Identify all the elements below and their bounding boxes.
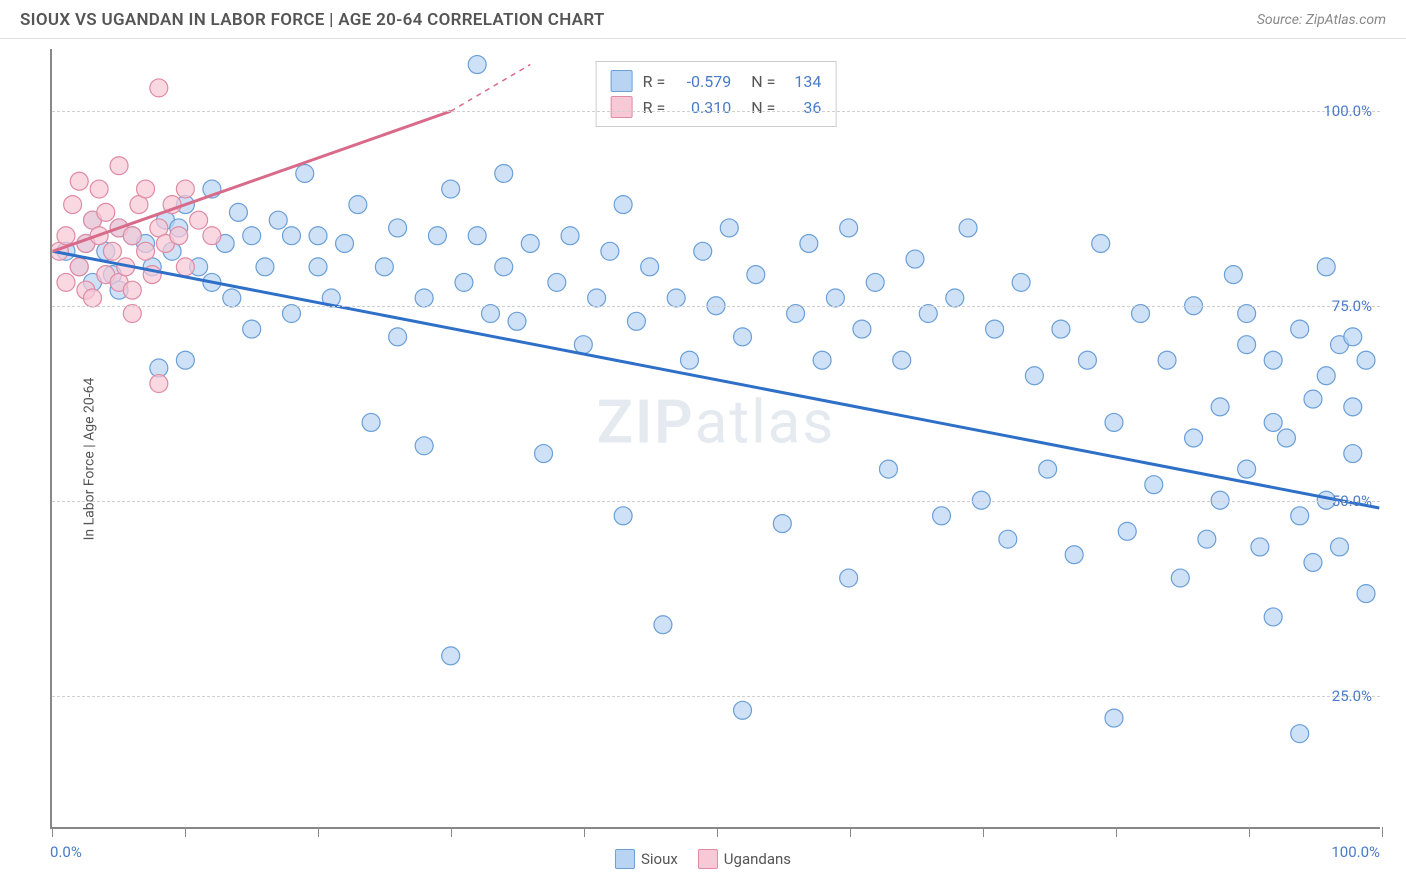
n-label: N =: [751, 72, 775, 91]
bottom-legend: Sioux Ugandans: [615, 849, 791, 869]
ugandans-swatch-icon: [698, 849, 718, 869]
r-label: R =: [643, 98, 666, 117]
y-tick-label: 100.0%: [1323, 102, 1372, 120]
legend-label-ugandans: Ugandans: [724, 850, 791, 868]
scatter-plot: ZIPatlas R = -0.579 N = 134 R = 0.310 N …: [50, 49, 1380, 829]
r-value-ugandans: 0.310: [675, 98, 731, 117]
legend-item-sioux: Sioux: [615, 849, 678, 869]
correlation-stats-box: R = -0.579 N = 134 R = 0.310 N = 36: [596, 61, 837, 127]
x-max-label: 100.0%: [1331, 843, 1380, 861]
sioux-swatch-icon: [611, 70, 633, 92]
stats-row-sioux: R = -0.579 N = 134: [611, 68, 822, 94]
r-label: R =: [643, 72, 666, 91]
n-value-sioux: 134: [785, 72, 821, 91]
n-value-ugandans: 36: [785, 98, 821, 117]
chart-area: In Labor Force | Age 20-64 ZIPatlas R = …: [0, 39, 1406, 879]
ugandans-swatch-icon: [611, 96, 633, 118]
y-tick-label: 50.0%: [1332, 492, 1372, 510]
n-label: N =: [751, 98, 775, 117]
plot-svg: [52, 49, 1380, 827]
x-min-label: 0.0%: [50, 843, 82, 861]
stats-row-ugandans: R = 0.310 N = 36: [611, 94, 822, 120]
legend-label-sioux: Sioux: [641, 850, 678, 868]
r-value-sioux: -0.579: [675, 72, 731, 91]
sioux-swatch-icon: [615, 849, 635, 869]
watermark: ZIPatlas: [597, 387, 836, 458]
source-label: Source: ZipAtlas.com: [1257, 12, 1386, 28]
chart-title: SIOUX VS UGANDAN IN LABOR FORCE | AGE 20…: [20, 10, 605, 30]
y-tick-label: 25.0%: [1332, 687, 1372, 705]
chart-header: SIOUX VS UGANDAN IN LABOR FORCE | AGE 20…: [0, 0, 1406, 39]
y-tick-label: 75.0%: [1332, 297, 1372, 315]
legend-item-ugandans: Ugandans: [698, 849, 791, 869]
